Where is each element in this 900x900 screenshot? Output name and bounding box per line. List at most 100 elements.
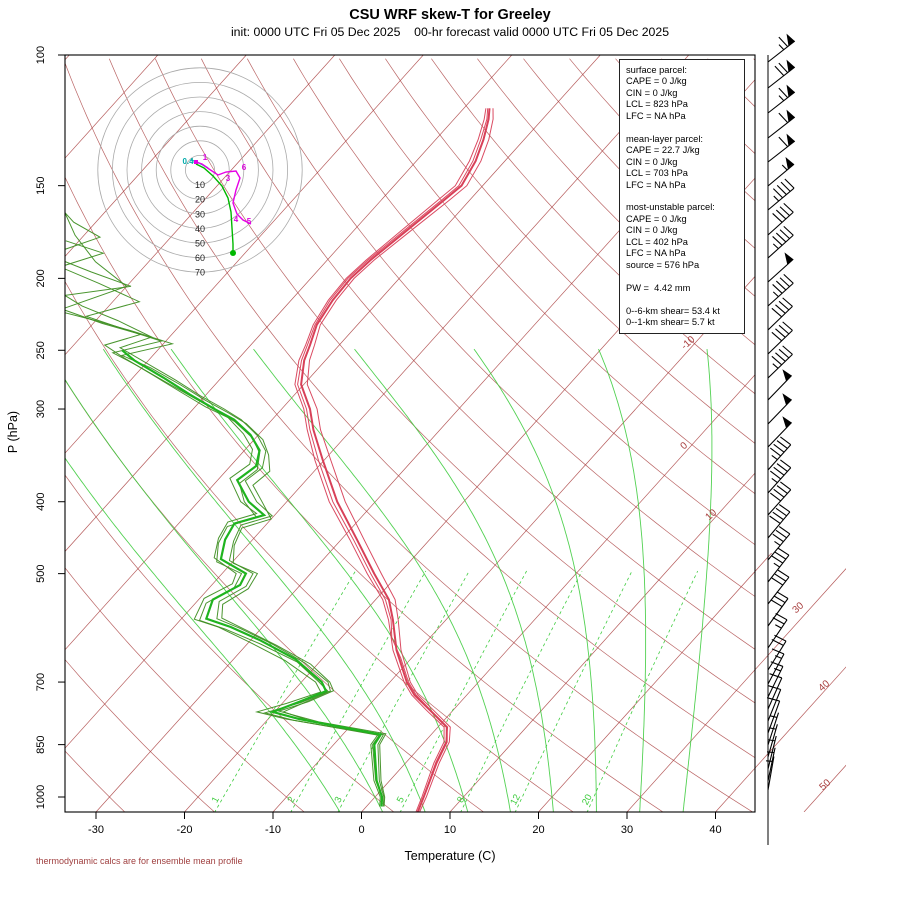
plot-frame	[64, 54, 756, 813]
wind-barb	[767, 345, 793, 379]
hodograph-height-label: 5	[247, 217, 252, 226]
wind-barb	[767, 526, 791, 561]
parcel-info-line: source = 576 hPa	[626, 259, 700, 270]
isotherm-label: 0	[679, 440, 691, 452]
wind-barb	[766, 756, 775, 791]
wind-barb	[767, 634, 787, 671]
isotherm-label: -10	[679, 334, 697, 352]
temperature-tick-label: -10	[265, 824, 281, 836]
mixing-ratio-label: 8	[455, 795, 467, 805]
dewpoint-member	[65, 212, 387, 807]
temperature-member	[306, 108, 494, 812]
parcel-info-line: CIN = 0 J/kg	[626, 156, 678, 167]
parcel-info-box: surface parcel: CAPE = 0 J/kg CIN = 0 J/kg…	[619, 59, 745, 335]
moist-adiabat-lines	[65, 348, 713, 812]
pressure-tick-label: 200	[35, 269, 47, 287]
wind-barb	[767, 569, 790, 605]
wind-barb	[767, 225, 794, 259]
parcel-info-line: CIN = 0 J/kg	[626, 225, 678, 236]
parcel-info-line: LFC = NA hPa	[626, 110, 686, 121]
parcel-info-line	[626, 271, 738, 282]
pressure-tick-label: 1000	[35, 785, 47, 809]
pressure-tick-label: 400	[35, 493, 47, 511]
parcel-info-line: 0--1-km shear= 5.7 kt	[626, 316, 715, 327]
wind-barb	[767, 393, 793, 425]
temperature-tick-label: 0	[358, 824, 364, 836]
mixing-ratio-label: 5	[395, 795, 407, 805]
mixing-ratio-label: 1	[210, 795, 222, 805]
parcel-info-line: CAPE = 0 J/kg	[626, 76, 687, 87]
parcel-info-line: mean-layer parcel:	[626, 133, 703, 144]
parcel-info-line	[626, 122, 738, 133]
hodograph-height-label: 6	[242, 163, 247, 172]
wind-barb	[767, 613, 788, 649]
temperature-mean	[300, 108, 491, 812]
pressure-tick-label: 100	[35, 46, 47, 64]
wind-barb	[767, 178, 795, 211]
hodograph-end-dot	[230, 250, 236, 256]
isotherm-label: 40	[817, 678, 833, 694]
hodograph-height-label: 3	[226, 174, 231, 183]
parcel-info-line: 0--6-km shear= 53.4 kt	[626, 305, 720, 316]
hodograph-height-label: 1	[203, 153, 208, 162]
parcel-info-line	[626, 294, 738, 305]
hodograph-start-marker	[194, 160, 198, 164]
isotherm-labels: -10 0 10 30 40 50	[679, 334, 834, 793]
temperature-member	[294, 108, 487, 812]
chart-title: CSU WRF skew-T for Greeley	[349, 7, 551, 23]
hodograph-trace-deep	[195, 163, 234, 252]
wind-barb	[767, 273, 794, 307]
parcel-info-line: LCL = 703 hPa	[626, 168, 688, 179]
isotherm-lines	[65, 55, 755, 812]
profile-lines	[65, 108, 494, 812]
hodograph-ring	[184, 154, 215, 185]
hodograph: 10 20 30 40 50 60 70 0.4 1 3 4 5 6	[97, 67, 303, 278]
wind-barb	[767, 202, 794, 236]
isotherm-label: 30	[791, 600, 807, 616]
temperature-tick-label: 30	[621, 824, 633, 836]
wind-barb	[767, 84, 796, 114]
hodograph-ring-label: 40	[195, 224, 205, 234]
mixing-ratio-label: 2	[286, 795, 298, 805]
pressure-tick-label: 250	[35, 341, 47, 359]
footer-note: thermodynamic calcs are for ensemble mea…	[36, 856, 243, 866]
hodograph-ring-label: 30	[195, 209, 205, 219]
dewpoint-member	[65, 295, 385, 807]
wind-barb	[767, 547, 790, 583]
pressure-tick-label: 500	[35, 564, 47, 582]
hodograph-ring-label: 70	[195, 268, 205, 278]
dry-adiabat-lines	[65, 58, 755, 812]
temperature-tick-label: 20	[532, 824, 544, 836]
pressure-tick-label: 700	[35, 673, 47, 691]
pressure-tick-label: 300	[35, 400, 47, 418]
wind-barb	[767, 685, 782, 722]
mixing-ratio-label: 20	[580, 793, 595, 808]
wind-barb	[767, 459, 792, 494]
chart-subtitle: init: 0000 UTC Fri 05 Dec 2025 00-hr for…	[230, 25, 670, 39]
hodograph-ring	[97, 67, 303, 273]
temperature-member	[297, 108, 489, 812]
wind-barb	[767, 369, 793, 401]
wind-barb	[767, 252, 794, 283]
hodograph-ring	[112, 82, 288, 258]
hodograph-ring	[126, 96, 274, 244]
wind-barb	[767, 321, 793, 355]
wind-barb	[767, 59, 796, 89]
hodograph-ring	[170, 140, 230, 200]
temperature-tick-label: -30	[88, 824, 104, 836]
wind-barb	[767, 109, 796, 139]
hodograph-height-label: 4	[234, 215, 239, 224]
hodograph-ring-label: 50	[195, 239, 205, 249]
wind-barb	[767, 133, 796, 163]
parcel-info-line: CAPE = 0 J/kg	[626, 213, 687, 224]
wind-barb	[767, 297, 793, 331]
dewpoint-member	[65, 212, 381, 807]
mixing-ratio-lines: 1 2 3 5 8 12 20	[210, 570, 699, 812]
wind-barb	[767, 436, 792, 471]
hodograph-ring-label: 20	[195, 195, 205, 205]
parcel-info-line: LCL = 823 hPa	[626, 99, 688, 110]
hodograph-ring	[155, 125, 245, 215]
wind-barb	[767, 673, 783, 710]
